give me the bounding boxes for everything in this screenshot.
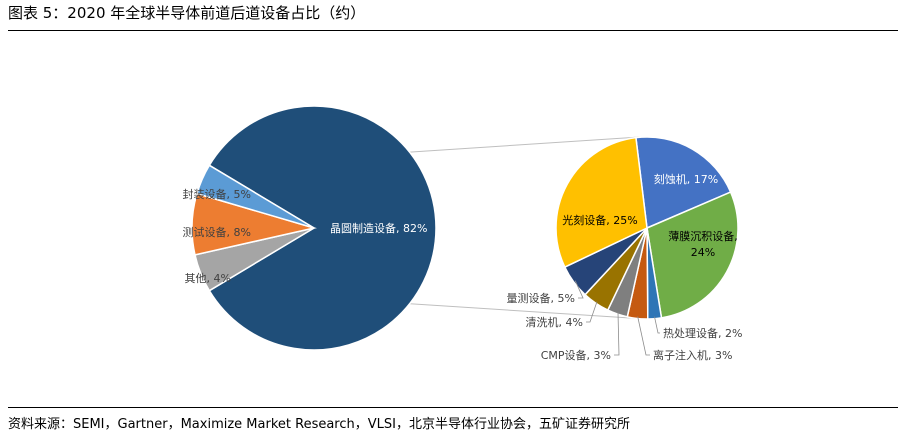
leader-cleaning [586, 301, 598, 323]
main-slice-wafer [208, 105, 437, 351]
leader-cmp [614, 312, 620, 356]
leader-metrology [574, 280, 584, 299]
label-cleaning: 清洗机, 4% [526, 315, 583, 329]
main-slice-other [196, 164, 315, 229]
source-divider [8, 407, 898, 408]
label-other: 其他, 4% [185, 272, 231, 285]
leader-ion-implant [637, 316, 650, 356]
label-metrology: 量测设备, 5% [507, 291, 575, 305]
figure-title: 图表 5：2020 年全球半导体前道后道设备占比（约） [8, 4, 366, 22]
label-lithography: 光刻设备, 25% [562, 213, 637, 227]
label-etch: 刻蚀机, 17% [654, 172, 718, 186]
label-cmp: CMP设备, 3% [541, 348, 611, 362]
label-wafer: 晶圆制造设备, 82% [330, 221, 427, 235]
sub-slice-deposition [646, 191, 739, 319]
title-divider [8, 30, 898, 31]
label-deposition: 薄膜沉积设备, 24% [668, 229, 738, 259]
leader-thermal [654, 316, 660, 334]
label-ion-implant: 离子注入机, 3% [653, 348, 732, 362]
label-thermal: 热处理设备, 2% [663, 326, 742, 340]
label-packaging: 封装设备, 5% [183, 187, 251, 201]
source-note: 资料来源：SEMI，Gartner，Maximize Market Resear… [8, 417, 630, 432]
sub-slice-lithography [555, 136, 648, 269]
label-testing: 测试设备, 8% [183, 225, 251, 239]
sub-slice-etch [635, 136, 732, 230]
